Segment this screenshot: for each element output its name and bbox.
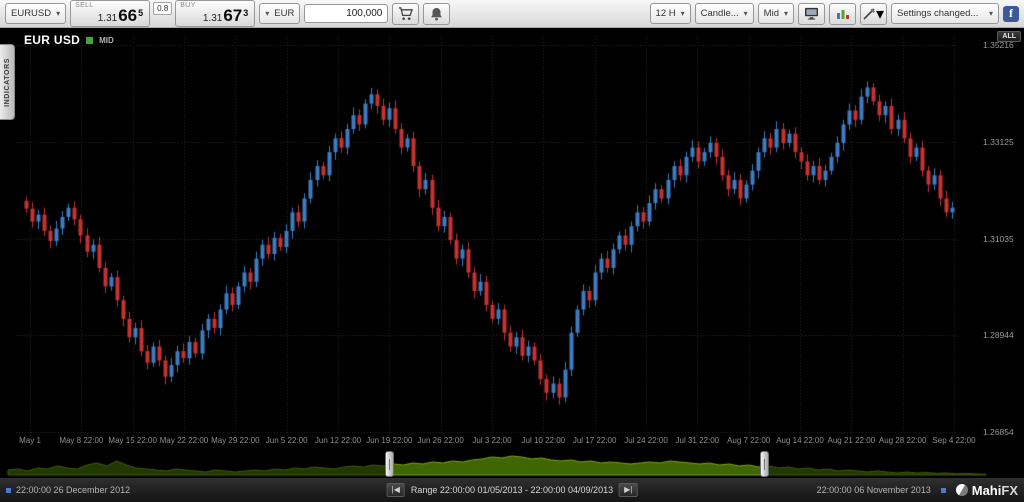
- chart-pair-title: EUR USD: [24, 33, 81, 47]
- buy-price-big: 67: [223, 6, 243, 25]
- y-axis-label: 1.31035: [983, 233, 1014, 244]
- price-type-select[interactable]: Mid ▾: [757, 3, 794, 24]
- x-axis-label: Aug 14 22:00: [776, 436, 824, 445]
- status-bar-right: 22:00:00 06 November 2013 MahiFX: [817, 483, 1018, 498]
- x-axis-label: Aug 7 22:00: [727, 436, 771, 445]
- chevron-down-icon: ▾: [680, 9, 685, 18]
- toolbar-right-group: 12 H ▾ Candle... ▾ Mid ▾: [649, 2, 1019, 25]
- chart-type-select-value: Candle...: [700, 8, 739, 19]
- symbol-select[interactable]: EURUSD ▾: [5, 3, 67, 24]
- navigator-handle-left[interactable]: [385, 451, 395, 477]
- draw-tools-icon: [863, 7, 875, 20]
- x-axis-label: May 29 22:00: [211, 436, 260, 445]
- mahifx-logo-text: Mahi: [971, 482, 1002, 498]
- buy-button[interactable]: BUY 1.31 67 3: [175, 0, 256, 27]
- sell-button[interactable]: SELL 1.31 66 5: [70, 0, 151, 27]
- fullscreen-button[interactable]: [798, 2, 825, 25]
- buy-price-sup: 3: [243, 8, 249, 18]
- range-prev-button[interactable]: |◀: [386, 483, 405, 497]
- chevron-down-icon: ▾: [265, 9, 270, 18]
- resize-grip-right[interactable]: [940, 487, 946, 493]
- candlestick-chart[interactable]: [0, 28, 1024, 451]
- x-axis-label: May 8 22:00: [59, 436, 104, 445]
- x-axis-label: May 15 22:00: [108, 436, 157, 445]
- sell-price: 1.31 66 5: [77, 6, 144, 25]
- range-next-button[interactable]: ▶|: [619, 483, 638, 497]
- buy-label: BUY: [180, 2, 196, 9]
- settings-select[interactable]: Settings changed... ▾: [891, 3, 999, 24]
- alerts-button[interactable]: [423, 2, 451, 25]
- y-axis-label: 1.33125: [983, 136, 1014, 147]
- settings-select-value: Settings changed...: [897, 8, 979, 19]
- buy-price-prefix: 1.31: [202, 13, 223, 24]
- chevron-down-icon: ▾: [875, 5, 885, 23]
- x-axis-label: Jul 31 22:00: [675, 436, 720, 445]
- chevron-down-icon: ▾: [56, 9, 61, 18]
- x-axis-label: Jun 12 22:00: [314, 436, 362, 445]
- sell-label: SELL: [75, 2, 94, 9]
- spread-badge: 0.8: [153, 2, 173, 15]
- top-toolbar: EURUSD ▾ SELL 1.31 66 5 0.8 BUY 1.31 67 …: [0, 0, 1024, 28]
- x-axis-label: Aug 21 22:00: [827, 436, 876, 445]
- chart-header: EUR USD MID: [24, 33, 114, 47]
- screen-icon: [805, 7, 818, 20]
- new-chart-button[interactable]: [829, 2, 856, 25]
- mahifx-logo: MahiFX: [955, 482, 1018, 498]
- currency-select-value: EUR: [274, 8, 295, 19]
- status-bar: 22:00:00 26 December 2012 |◀ Range 22:00…: [0, 477, 1024, 502]
- data-start-timestamp: 22:00:00 26 December 2012: [16, 485, 131, 495]
- order-cart-button[interactable]: [392, 2, 420, 25]
- x-axis-label: Sep 4 22:00: [932, 436, 976, 445]
- facebook-icon: f: [1009, 6, 1013, 20]
- symbol-select-value: EURUSD: [11, 8, 52, 19]
- chevron-down-icon: ▾: [988, 9, 993, 18]
- price-type-select-value: Mid: [763, 8, 779, 19]
- bell-icon: [431, 7, 443, 20]
- x-axis-label: Jul 24 22:00: [624, 436, 668, 445]
- mid-series-label: MID: [99, 35, 114, 45]
- range-label: Range 22:00:00 01/05/2013 - 22:00:00 04/…: [410, 485, 614, 495]
- x-axis-label: Aug 28 22:00: [878, 436, 927, 445]
- x-axis-label: May 1: [19, 436, 41, 445]
- y-axis-label: 1.35216: [983, 40, 1014, 50]
- x-axis-label: May 22 22:00: [159, 436, 209, 445]
- amount-input[interactable]: [304, 4, 389, 23]
- interval-select-value: 12 H: [655, 8, 676, 19]
- mahifx-logo-icon: [955, 484, 968, 496]
- navigator-chart[interactable]: [0, 451, 1024, 477]
- x-axis-label: Jun 19 22:00: [366, 436, 413, 445]
- x-axis-label: Jul 17 22:00: [572, 436, 617, 445]
- x-axis-label: Jul 3 22:00: [472, 436, 512, 445]
- navigator-handle-right[interactable]: [759, 451, 769, 477]
- currency-select[interactable]: ▾ EUR: [259, 3, 301, 24]
- resize-grip-left[interactable]: [6, 487, 11, 493]
- chevron-down-icon: ▾: [783, 9, 788, 18]
- range-controls: |◀ Range 22:00:00 01/05/2013 - 22:00:00 …: [386, 478, 638, 502]
- chart-style-icon: [836, 9, 849, 19]
- chevron-down-icon: ▾: [743, 9, 748, 18]
- indicators-tab[interactable]: INDICATORS: [0, 44, 15, 120]
- chart-type-select[interactable]: Candle... ▾: [694, 3, 754, 24]
- buy-price: 1.31 67 3: [182, 6, 249, 25]
- all-range-button[interactable]: ALL: [997, 31, 1021, 42]
- x-axis-label: Jun 5 22:00: [265, 436, 308, 445]
- y-axis-label: 1.28944: [983, 330, 1014, 341]
- mid-series-swatch: [86, 36, 94, 44]
- draw-tools-button[interactable]: ▾: [860, 2, 887, 25]
- x-axis-label: Jun 26 22:00: [417, 436, 464, 445]
- cart-icon: [399, 6, 414, 20]
- facebook-button[interactable]: f: [1003, 5, 1019, 22]
- data-end-timestamp: 22:00:00 06 November 2013: [816, 485, 931, 495]
- x-axis-label: Jul 10 22:00: [521, 436, 566, 445]
- sell-price-prefix: 1.31: [97, 13, 118, 24]
- interval-select[interactable]: 12 H ▾: [649, 3, 691, 24]
- mahifx-logo-text2: FX: [1001, 482, 1018, 498]
- sell-price-sup: 5: [138, 8, 144, 18]
- sell-price-big: 66: [118, 6, 138, 25]
- indicators-tab-label: INDICATORS: [3, 57, 11, 107]
- y-axis-label: 1.26854: [983, 427, 1014, 437]
